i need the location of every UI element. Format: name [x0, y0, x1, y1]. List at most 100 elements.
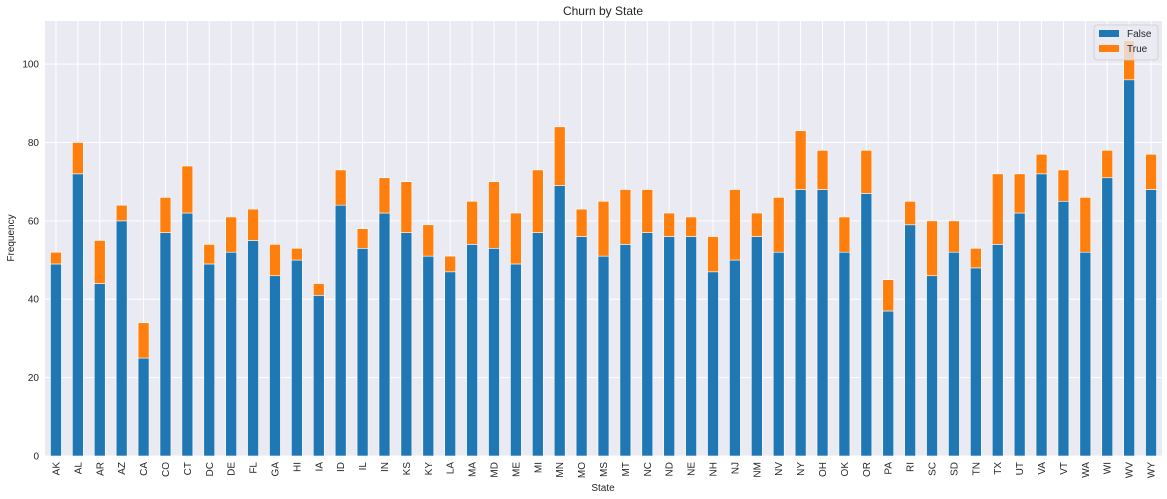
x-tick-label: NJ: [730, 462, 741, 474]
x-tick-label: NY: [796, 462, 807, 476]
x-tick-label: RI: [906, 462, 917, 472]
y-tick-labels: 0 20 40 60 80 100: [22, 60, 39, 463]
bar-true-ct: [181, 165, 194, 214]
bar-true-dc: [203, 244, 216, 265]
x-tick-label: CT: [183, 462, 194, 475]
x-axis-label: State: [591, 483, 615, 494]
bar-true-il: [356, 228, 369, 249]
bar-true-or: [860, 150, 873, 194]
x-tick-label: CA: [139, 462, 150, 476]
bar-false-ak: [50, 263, 62, 457]
bar-true-az: [115, 204, 128, 222]
bar-false-nh: [707, 271, 719, 457]
bar-true-id: [334, 169, 347, 206]
bar-false-ar: [93, 283, 106, 457]
x-tick-label: NM: [752, 462, 763, 478]
bar-false-md: [488, 247, 500, 457]
x-tick-label: KS: [402, 462, 413, 476]
bar-true-pa: [882, 279, 895, 312]
x-tick-label: ME: [511, 462, 522, 477]
bar-false-ga: [269, 275, 281, 457]
bar-false-ks: [400, 232, 413, 457]
bar-false-de: [225, 251, 237, 457]
y-tick-label: 20: [28, 373, 40, 384]
x-tick-label: NV: [774, 462, 785, 476]
x-tick-label: WY: [1147, 462, 1158, 478]
bar-false-ia: [312, 295, 325, 457]
legend: False True: [1093, 24, 1159, 61]
x-tick-label: OK: [840, 462, 851, 477]
bar-false-ri: [904, 224, 916, 457]
x-tick-label: VA: [1037, 462, 1048, 475]
bar-true-md: [488, 181, 500, 249]
x-tick-label: FL: [249, 462, 260, 474]
x-tick-label: NC: [643, 462, 654, 476]
bar-false-wi: [1101, 177, 1114, 457]
bar-false-al: [72, 173, 84, 457]
bar-true-al: [72, 142, 84, 175]
bar-true-vt: [1057, 169, 1070, 202]
bar-false-ca: [137, 357, 150, 457]
x-tick-label: GA: [270, 462, 281, 477]
x-tick-labels: AK AL AR AZ CA CO CT DC DE FL GA HI IA ID IL IN KS KY LA MA…: [51, 462, 1157, 479]
bar-false-nm: [751, 236, 763, 457]
bar-true-ms: [597, 200, 610, 257]
bar-true-nv: [772, 197, 785, 253]
bar-false-la: [444, 271, 456, 457]
bar-false-mo: [575, 236, 588, 457]
bar-false-mn: [553, 185, 566, 457]
x-tick-label: PA: [884, 462, 895, 475]
bar-false-il: [356, 247, 369, 457]
bar-true-nj: [729, 189, 741, 261]
bar-false-pa: [882, 310, 895, 457]
bar-true-co: [159, 197, 172, 233]
bar-true-ri: [904, 200, 916, 226]
bar-false-nd: [663, 236, 675, 457]
x-tick-label: WA: [1081, 462, 1092, 478]
x-tick-label: IA: [314, 462, 325, 472]
bar-false-ne: [685, 236, 697, 457]
x-tick-label: MA: [468, 462, 479, 477]
bar-true-mo: [575, 208, 588, 237]
x-tick-label: OH: [818, 462, 829, 477]
chart-title: Churn by State: [563, 4, 643, 18]
x-tick-label: TX: [993, 462, 1004, 475]
bar-false-hi: [291, 259, 303, 457]
bar-false-tn: [970, 267, 982, 457]
bar-true-nd: [663, 212, 675, 237]
x-tick-label: ID: [336, 462, 347, 472]
legend-swatch-false: [1099, 30, 1119, 37]
x-tick-label: ND: [665, 462, 676, 476]
bar-false-ct: [181, 212, 194, 457]
bar-true-wi: [1101, 150, 1114, 179]
x-tick-label: NE: [687, 462, 698, 476]
legend-label-false: False: [1127, 29, 1152, 40]
bar-true-sc: [926, 220, 938, 277]
bar-false-nv: [772, 251, 785, 457]
x-tick-label: MO: [577, 462, 588, 478]
bar-true-va: [1035, 153, 1048, 175]
bar-true-ia: [312, 283, 325, 296]
x-tick-label: MS: [599, 462, 610, 477]
bar-false-fl: [247, 240, 259, 457]
bar-true-ar: [93, 240, 106, 284]
x-tick-label: AR: [95, 462, 106, 476]
bar-false-ky: [422, 255, 435, 457]
bar-true-ca: [137, 322, 150, 359]
bar-true-ny: [794, 130, 807, 190]
bars: [50, 40, 1157, 457]
bar-false-oh: [816, 189, 829, 457]
x-tick-label: NH: [709, 462, 720, 476]
bar-false-dc: [203, 263, 216, 457]
y-tick-label: 60: [28, 216, 40, 227]
bar-false-wy: [1145, 189, 1157, 457]
bar-true-mn: [553, 126, 566, 186]
bar-false-sc: [926, 275, 938, 457]
bar-true-ok: [838, 216, 851, 253]
x-tick-label: DC: [205, 462, 216, 476]
bar-true-hi: [291, 247, 303, 261]
bar-false-vt: [1057, 200, 1070, 457]
x-tick-label: AZ: [117, 462, 128, 475]
bar-false-me: [510, 263, 522, 457]
